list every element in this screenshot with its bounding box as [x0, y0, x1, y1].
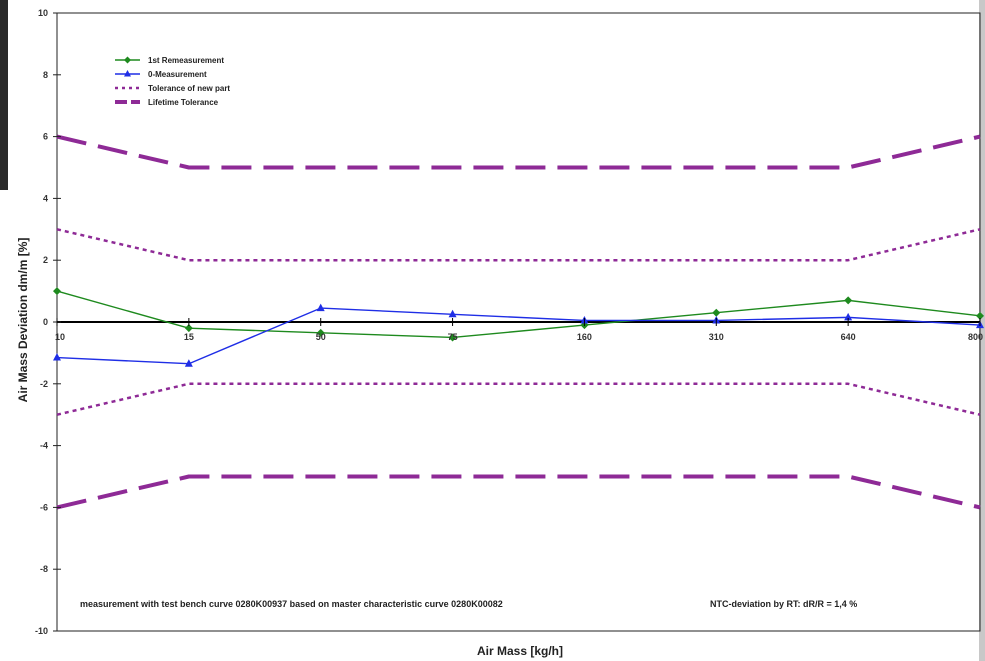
x-tick-label: 310: [709, 332, 724, 342]
0-measurement-point: [184, 359, 193, 367]
legend-marker: [124, 56, 131, 64]
window-edge-right: [979, 0, 985, 661]
x-tick-label: 75: [448, 332, 458, 342]
measurement-note: measurement with test bench curve 0280K0…: [80, 599, 503, 609]
y-tick-label: 2: [43, 255, 48, 265]
y-tick-label: 6: [43, 132, 48, 142]
0-measurement-point: [448, 309, 457, 318]
y-tick-label: 4: [43, 193, 48, 203]
x-axis-ticks: 10 15 50 75 160 310 640 800: [55, 318, 983, 342]
0-measurement-point: [53, 353, 61, 361]
0-measurement-line: [56, 307, 981, 365]
y-tick-label: 8: [43, 70, 48, 80]
0-measurement-point: [844, 312, 853, 321]
0-measurement-point: [316, 303, 325, 312]
x-tick-label: 640: [841, 332, 856, 342]
y-axis-ticks: -10 -8 -6 -4 -2 0 2 4 6 8 10: [35, 8, 61, 636]
y-tick-label: 0: [43, 317, 48, 327]
x-tick-label: 50: [316, 332, 326, 342]
1st-remeasurement-point: [976, 311, 984, 320]
legend-marker: [124, 70, 131, 77]
window-edge-left: [0, 0, 8, 190]
lifetime-tolerance-line-lower: [56, 474, 981, 510]
tolerance-of-new-part-line-upper: [56, 228, 981, 262]
ntc-deviation-note: NTC-deviation by RT: dR/R = 1,4 %: [710, 599, 857, 609]
y-tick-label: -6: [40, 502, 48, 512]
1st-remeasurement-line: [56, 290, 981, 339]
1st-remeasurement-point: [844, 296, 853, 305]
x-tick-label: 15: [184, 332, 194, 342]
legend-label: 0-Measurement: [148, 70, 207, 79]
lifetime-tolerance-line-upper: [56, 134, 981, 170]
legend-label: Tolerance of new part: [148, 84, 230, 93]
1st-remeasurement-point: [448, 333, 457, 342]
1st-remeasurement-point: [712, 308, 721, 317]
y-tick-label: -10: [35, 626, 48, 636]
1st-remeasurement-point: [53, 287, 61, 296]
x-tick-label: 10: [55, 332, 65, 342]
x-tick-label: 800: [968, 332, 983, 342]
y-tick-label: -8: [40, 564, 48, 574]
x-tick-label: 160: [577, 332, 592, 342]
tolerance-of-new-part-line-lower: [56, 382, 981, 416]
y-tick-label: -4: [40, 441, 48, 451]
legend: 1st Remeasurement 0-Measurement Tolerance …: [115, 56, 230, 107]
y-tick-label: -2: [40, 379, 48, 389]
x-axis-label: Air Mass [kg/h]: [477, 644, 563, 658]
legend-label: Lifetime Tolerance: [148, 98, 219, 107]
legend-label: 1st Remeasurement: [148, 56, 224, 65]
y-tick-label: 10: [38, 8, 48, 18]
tolerance-lines: [56, 134, 981, 510]
y-axis-label: Air Mass Deviation dm/m [%]: [16, 238, 30, 403]
measurement-series: [53, 287, 984, 367]
1st-remeasurement-point: [184, 324, 193, 333]
1st-remeasurement-point: [316, 328, 325, 337]
